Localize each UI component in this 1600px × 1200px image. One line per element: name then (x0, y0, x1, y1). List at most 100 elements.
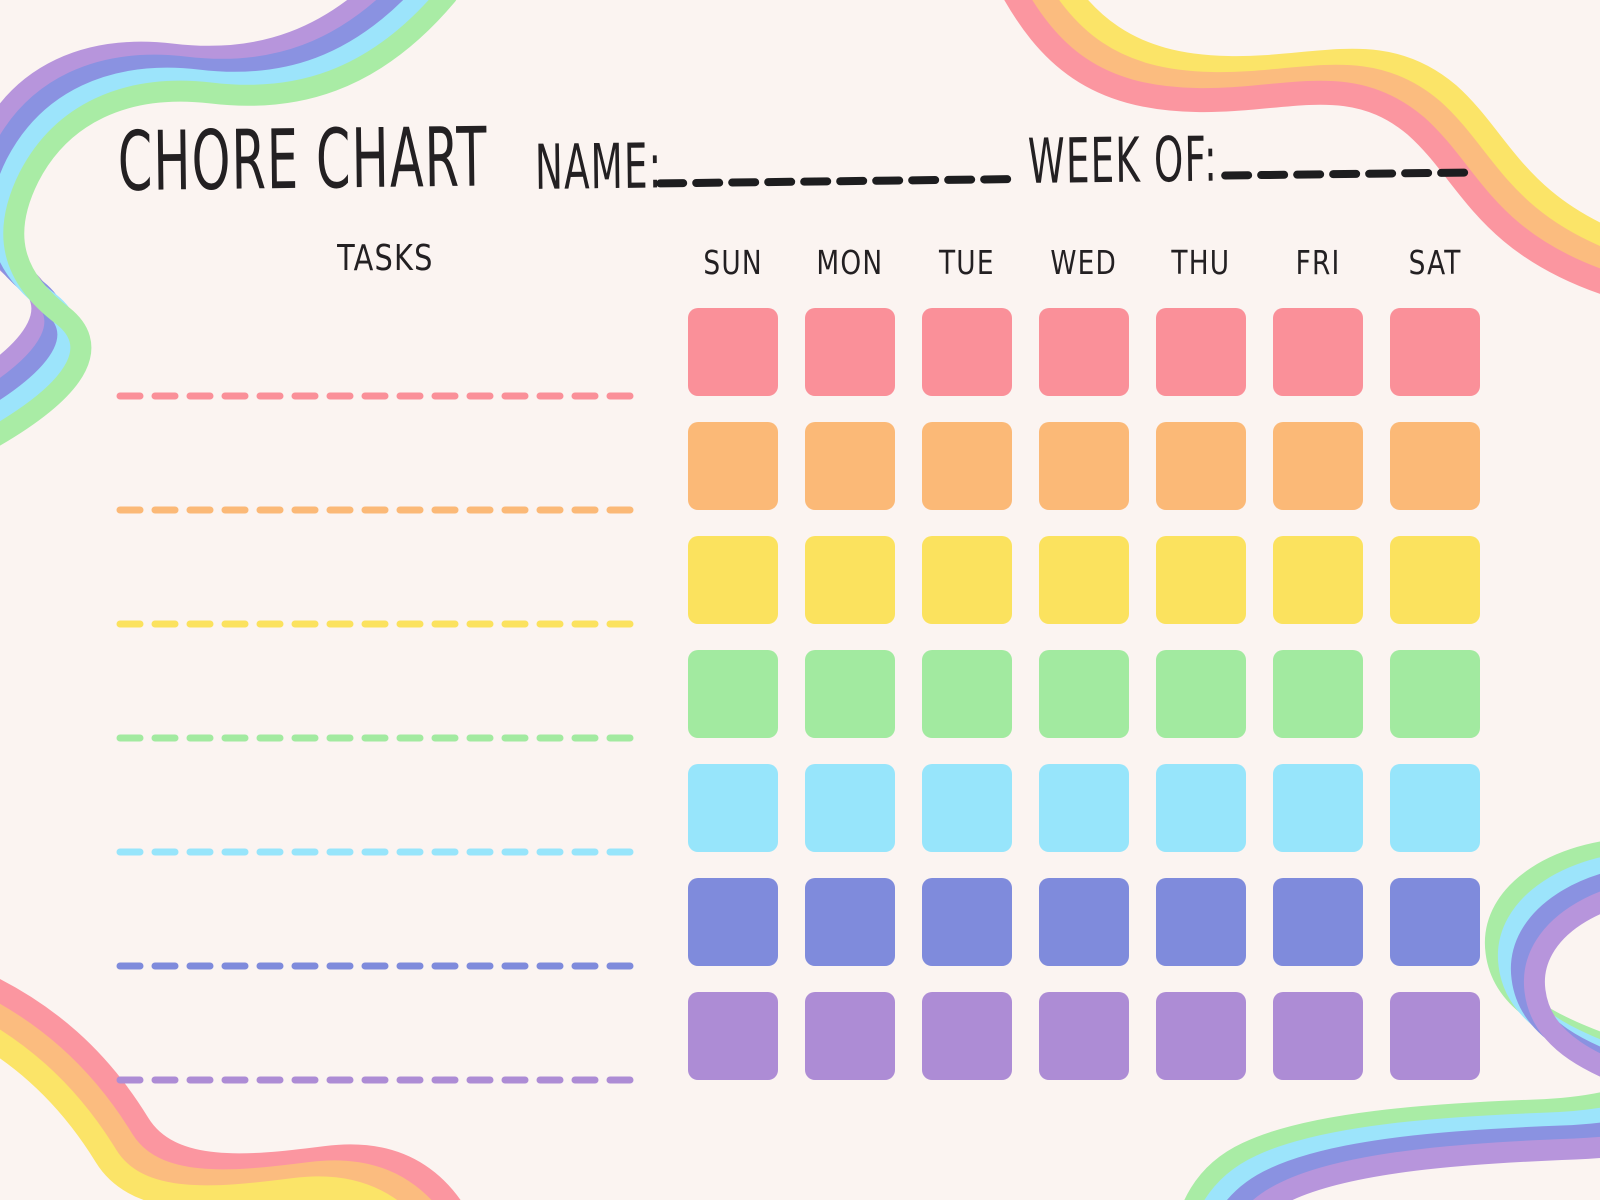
week-of-fill-in-line[interactable] (1220, 166, 1480, 181)
chore-cell[interactable] (805, 764, 895, 852)
chore-cell[interactable] (805, 650, 895, 738)
chore-cell[interactable] (1273, 536, 1363, 624)
day-header-tue: TUE (922, 243, 1012, 283)
chore-cell[interactable] (1039, 536, 1129, 624)
day-header-sat-text: SAT (1408, 243, 1462, 282)
chore-cell[interactable] (1390, 422, 1480, 510)
day-header-row: SUN MON TUE WED THU FRI SAT (688, 243, 1480, 283)
chore-cell[interactable] (1390, 650, 1480, 738)
chore-cell[interactable] (805, 536, 895, 624)
chore-cell[interactable] (1273, 422, 1363, 510)
chore-cell[interactable] (922, 308, 1012, 396)
tasks-column-header: TASKS (302, 237, 468, 280)
task-write-in-line[interactable] (112, 503, 652, 517)
chore-cell[interactable] (1039, 878, 1129, 966)
ribbon-band-green (1184, 841, 1600, 1200)
chore-cell[interactable] (1390, 536, 1480, 624)
chore-cell[interactable] (922, 878, 1012, 966)
task-write-in-line[interactable] (112, 731, 652, 745)
day-header-fri: FRI (1273, 243, 1363, 283)
chore-cell[interactable] (1156, 536, 1246, 624)
chore-cell[interactable] (805, 878, 895, 966)
week-of-label: WEEK OF: (1027, 122, 1345, 198)
ribbon-band-yellow (1057, 0, 1600, 250)
day-header-sun: SUN (688, 243, 778, 283)
ribbon-band-orange (1030, 0, 1600, 272)
chore-cell[interactable] (1156, 650, 1246, 738)
day-header-wed-text: WED (1050, 243, 1118, 282)
task-write-in-line[interactable] (112, 389, 652, 403)
page-title-text: CHORE CHART (117, 110, 489, 211)
chore-cell[interactable] (1273, 764, 1363, 852)
chore-cell[interactable] (688, 308, 778, 396)
tasks-column-header-text: TASKS (336, 238, 434, 279)
chore-cell[interactable] (1390, 764, 1480, 852)
ribbon-band-green (0, 0, 457, 446)
week-of-label-text: WEEK OF: (1027, 122, 1219, 198)
ribbon-band-yellow (0, 1029, 398, 1200)
name-label-text: NAME: (534, 129, 663, 204)
chore-cell[interactable] (688, 764, 778, 852)
chore-cell[interactable] (1156, 308, 1246, 396)
chore-cell[interactable] (688, 878, 778, 966)
chore-cell[interactable] (1039, 992, 1129, 1080)
ribbon-band-purple (1253, 891, 1600, 1200)
ribbon-band-cyan (1204, 857, 1600, 1200)
day-header-tue-text: TUE (939, 243, 995, 282)
chore-cell[interactable] (922, 422, 1012, 510)
rainbow-ribbon-top-left (0, 0, 457, 446)
chore-cell[interactable] (1273, 650, 1363, 738)
chore-cell[interactable] (1039, 650, 1129, 738)
chore-cell[interactable] (1390, 308, 1480, 396)
chore-cell[interactable] (1156, 878, 1246, 966)
day-header-sun-text: SUN (703, 243, 763, 282)
day-header-mon-text: MON (816, 243, 884, 282)
chore-cell[interactable] (805, 308, 895, 396)
chore-cell[interactable] (805, 422, 895, 510)
chore-cell[interactable] (922, 764, 1012, 852)
name-fill-in-line[interactable] (655, 173, 1017, 189)
rainbow-ribbon-top-right (1004, 0, 1600, 294)
day-header-thu: THU (1156, 243, 1246, 283)
chore-cell[interactable] (1390, 992, 1480, 1080)
chore-cell[interactable] (1156, 764, 1246, 852)
chore-cell[interactable] (922, 536, 1012, 624)
name-label: NAME: (534, 129, 748, 204)
chore-cell[interactable] (805, 992, 895, 1080)
week-line-dashes (1221, 168, 1480, 180)
chore-cell[interactable] (1273, 308, 1363, 396)
ribbon-band-pink (0, 979, 461, 1200)
chore-cell[interactable] (922, 992, 1012, 1080)
rainbow-ribbon-bottom-right (1184, 841, 1600, 1200)
chore-grid (688, 308, 1480, 1080)
day-header-sat: SAT (1390, 243, 1480, 283)
task-write-in-line[interactable] (112, 1073, 652, 1087)
chore-cell[interactable] (1039, 308, 1129, 396)
ribbon-band-periwinkle (1227, 874, 1600, 1200)
chore-cell[interactable] (1273, 992, 1363, 1080)
day-header-wed: WED (1039, 243, 1129, 283)
rainbow-ribbon-bottom-left (0, 979, 461, 1200)
task-write-in-line[interactable] (112, 617, 652, 631)
ribbon-band-pink (1004, 0, 1600, 294)
chore-cell[interactable] (1156, 422, 1246, 510)
chore-cell[interactable] (1039, 422, 1129, 510)
task-write-in-line[interactable] (112, 845, 652, 859)
task-write-in-line[interactable] (112, 959, 652, 973)
chore-cell[interactable] (1390, 878, 1480, 966)
day-header-thu-text: THU (1171, 243, 1231, 282)
chore-cell[interactable] (1273, 878, 1363, 966)
chore-cell[interactable] (688, 650, 778, 738)
chore-cell[interactable] (688, 536, 778, 624)
chore-cell[interactable] (1039, 764, 1129, 852)
chore-cell[interactable] (1156, 992, 1246, 1080)
day-header-fri-text: FRI (1295, 243, 1341, 282)
day-header-mon: MON (805, 243, 895, 283)
chore-cell[interactable] (688, 422, 778, 510)
chore-cell[interactable] (922, 650, 1012, 738)
name-line-dashes (656, 175, 1017, 188)
page-header: CHORE CHART NAME: WEEK OF: (0, 0, 1600, 241)
chore-cell[interactable] (688, 992, 778, 1080)
